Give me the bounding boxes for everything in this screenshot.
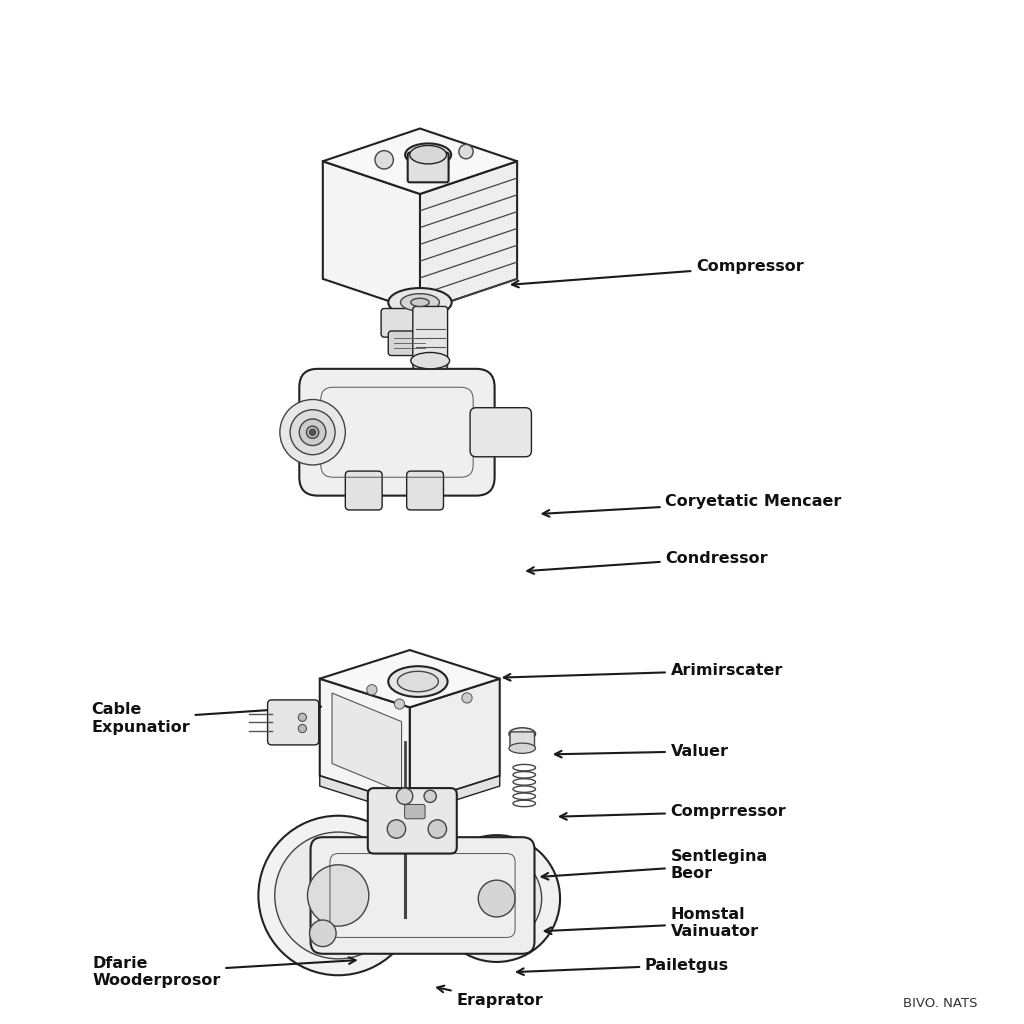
Text: Dfarie
Wooderprosor: Dfarie Wooderprosor: [92, 956, 355, 988]
FancyBboxPatch shape: [407, 471, 443, 510]
Circle shape: [433, 836, 560, 962]
Polygon shape: [420, 161, 517, 311]
FancyBboxPatch shape: [413, 306, 447, 369]
Circle shape: [428, 820, 446, 839]
Circle shape: [462, 693, 472, 703]
FancyBboxPatch shape: [510, 732, 535, 751]
Polygon shape: [323, 161, 420, 311]
FancyBboxPatch shape: [267, 700, 318, 744]
Ellipse shape: [397, 672, 438, 692]
Text: Homstal
Vainuator: Homstal Vainuator: [545, 907, 759, 939]
Circle shape: [298, 713, 306, 721]
FancyBboxPatch shape: [408, 153, 449, 182]
Polygon shape: [332, 693, 401, 793]
FancyBboxPatch shape: [299, 369, 495, 496]
Polygon shape: [323, 129, 517, 194]
Circle shape: [258, 816, 418, 975]
Text: BIVO. NATS: BIVO. NATS: [903, 997, 977, 1010]
Circle shape: [396, 788, 413, 805]
Circle shape: [478, 881, 515, 916]
Ellipse shape: [411, 298, 429, 306]
Circle shape: [306, 426, 318, 438]
Ellipse shape: [400, 294, 439, 311]
Circle shape: [307, 865, 369, 926]
FancyBboxPatch shape: [368, 788, 457, 854]
Polygon shape: [319, 679, 410, 805]
FancyBboxPatch shape: [381, 308, 438, 337]
FancyBboxPatch shape: [345, 471, 382, 510]
Ellipse shape: [388, 667, 447, 697]
Ellipse shape: [509, 728, 536, 740]
Circle shape: [274, 833, 401, 958]
Text: Pailetgus: Pailetgus: [517, 957, 729, 975]
Circle shape: [309, 920, 336, 946]
Ellipse shape: [406, 143, 452, 166]
Ellipse shape: [509, 743, 536, 754]
Polygon shape: [410, 679, 500, 805]
Circle shape: [290, 410, 335, 455]
Text: Eraprator: Eraprator: [437, 986, 543, 1009]
Text: Arimirscater: Arimirscater: [504, 663, 783, 681]
Ellipse shape: [388, 288, 452, 316]
Ellipse shape: [410, 145, 446, 164]
Text: Condressor: Condressor: [527, 551, 768, 573]
Polygon shape: [319, 776, 500, 815]
Circle shape: [424, 791, 436, 803]
Circle shape: [367, 685, 377, 695]
Text: Valuer: Valuer: [555, 743, 728, 759]
Circle shape: [299, 419, 326, 445]
Text: Coryetatic Mencaer: Coryetatic Mencaer: [543, 495, 842, 517]
Text: Sentlegina
Beor: Sentlegina Beor: [542, 849, 768, 881]
Circle shape: [387, 820, 406, 839]
Circle shape: [452, 854, 542, 943]
Circle shape: [394, 699, 404, 710]
Circle shape: [375, 151, 393, 169]
Circle shape: [459, 144, 473, 159]
Text: Comprressor: Comprressor: [560, 804, 786, 820]
FancyBboxPatch shape: [388, 331, 431, 355]
Polygon shape: [319, 650, 500, 708]
Ellipse shape: [411, 352, 450, 369]
Circle shape: [298, 724, 306, 732]
FancyBboxPatch shape: [310, 838, 535, 953]
Circle shape: [280, 399, 345, 465]
Circle shape: [309, 429, 315, 435]
FancyBboxPatch shape: [404, 805, 425, 819]
Text: Cable
Expunatior: Cable Expunatior: [91, 702, 321, 735]
FancyBboxPatch shape: [470, 408, 531, 457]
Text: Compressor: Compressor: [512, 259, 804, 288]
